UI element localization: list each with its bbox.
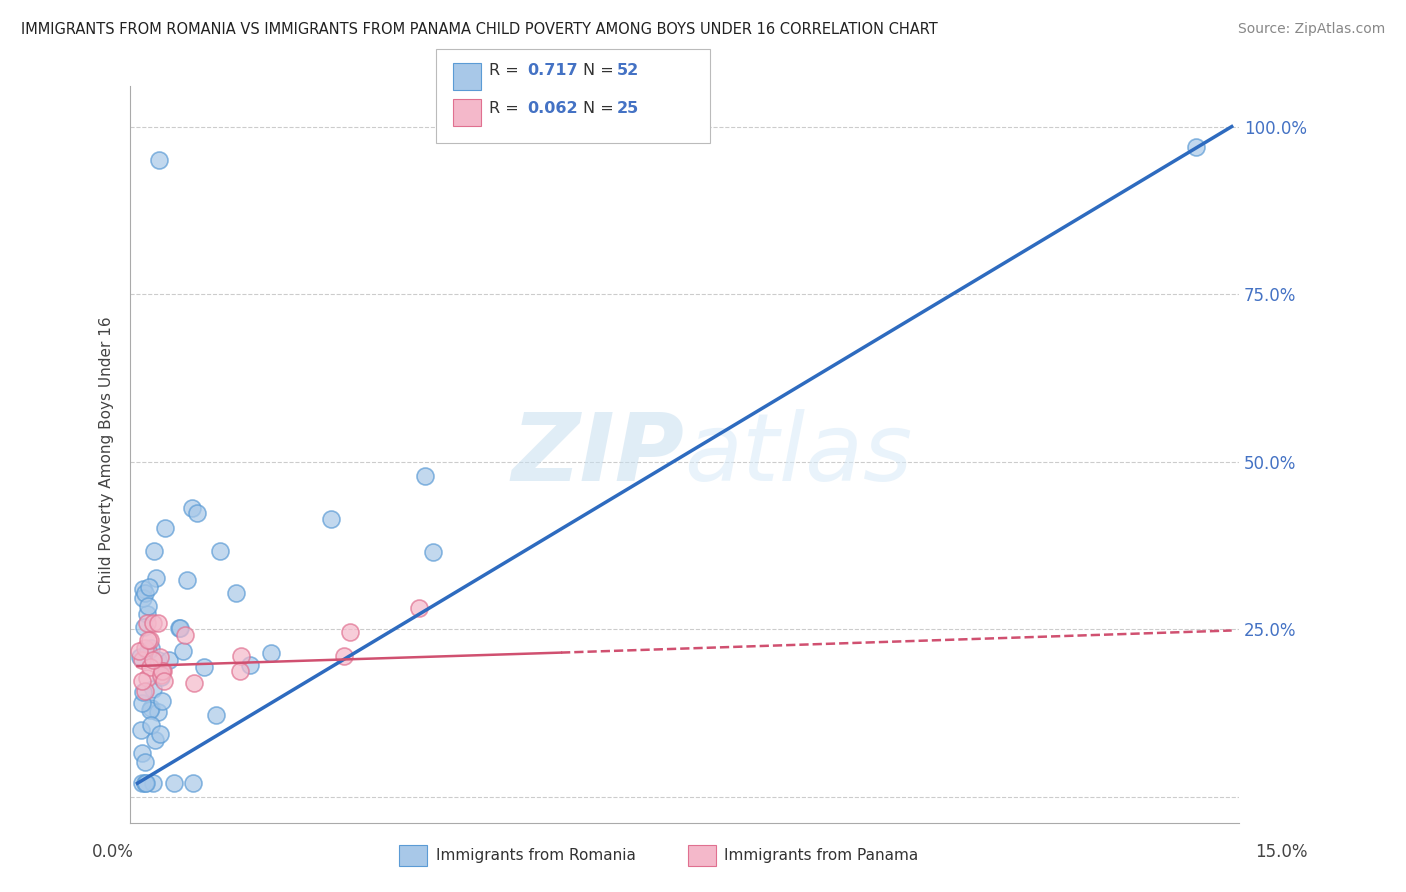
Point: [150, 664, 173, 678]
Point: [134, 776, 156, 790]
Point: [136, 632, 159, 647]
Point: [141, 653, 163, 667]
Point: [239, 657, 262, 672]
Point: [149, 650, 172, 665]
Text: ZIP: ZIP: [512, 409, 685, 501]
Text: 52: 52: [617, 63, 640, 78]
Point: [149, 668, 172, 682]
Point: [131, 653, 153, 667]
Text: N =: N =: [583, 102, 620, 116]
Text: Source: ZipAtlas.com: Source: ZipAtlas.com: [1237, 22, 1385, 37]
Point: [225, 586, 247, 600]
Point: [333, 648, 356, 663]
Point: [193, 660, 215, 674]
Text: 15.0%: 15.0%: [1256, 843, 1308, 861]
Point: [141, 717, 163, 731]
Point: [139, 701, 162, 715]
Point: [139, 660, 162, 674]
Point: [132, 582, 155, 596]
Point: [146, 653, 169, 667]
Point: [260, 646, 283, 660]
Point: [132, 684, 155, 698]
Point: [136, 671, 159, 685]
Point: [204, 707, 226, 722]
Point: [181, 776, 204, 790]
Point: [319, 512, 342, 526]
Point: [422, 545, 444, 559]
Point: [148, 153, 170, 167]
Point: [138, 703, 160, 717]
Point: [142, 776, 165, 790]
Point: [415, 469, 437, 483]
Point: [169, 621, 191, 635]
Text: atlas: atlas: [685, 409, 912, 500]
Point: [146, 615, 169, 630]
Point: [176, 574, 198, 588]
Point: [136, 644, 159, 658]
Point: [157, 653, 180, 667]
Point: [129, 649, 152, 664]
Point: [139, 640, 162, 655]
Point: [134, 585, 156, 599]
Point: [146, 705, 169, 719]
Text: 0.0%: 0.0%: [91, 843, 134, 861]
Point: [135, 776, 157, 790]
Y-axis label: Child Poverty Among Boys Under 16: Child Poverty Among Boys Under 16: [100, 316, 114, 594]
Point: [181, 500, 204, 515]
Point: [131, 776, 153, 790]
Point: [128, 644, 150, 658]
Point: [134, 755, 156, 769]
Point: [209, 544, 232, 558]
Text: IMMIGRANTS FROM ROMANIA VS IMMIGRANTS FROM PANAMA CHILD POVERTY AMONG BOYS UNDER: IMMIGRANTS FROM ROMANIA VS IMMIGRANTS FR…: [21, 22, 938, 37]
Text: 25: 25: [617, 102, 640, 116]
Point: [339, 625, 361, 640]
Point: [142, 682, 165, 697]
Point: [145, 571, 167, 585]
Point: [229, 648, 252, 663]
Point: [153, 674, 176, 689]
Point: [142, 615, 165, 630]
Text: 0.717: 0.717: [527, 63, 578, 78]
Text: 0.062: 0.062: [527, 102, 578, 116]
Point: [149, 670, 172, 684]
Point: [172, 644, 194, 658]
Text: Immigrants from Panama: Immigrants from Panama: [724, 848, 918, 863]
Point: [134, 640, 156, 655]
Text: N =: N =: [583, 63, 620, 78]
Point: [136, 616, 159, 631]
Point: [129, 723, 152, 737]
Point: [132, 591, 155, 605]
Point: [408, 601, 430, 615]
Point: [139, 632, 162, 647]
Point: [131, 746, 153, 760]
Point: [138, 580, 160, 594]
Point: [131, 674, 153, 689]
Point: [135, 607, 157, 621]
Point: [152, 665, 174, 679]
Point: [1185, 139, 1208, 153]
Point: [153, 521, 176, 535]
Text: R =: R =: [489, 102, 524, 116]
Point: [134, 684, 156, 698]
Point: [186, 506, 208, 520]
Point: [132, 620, 155, 634]
Point: [174, 628, 197, 642]
Point: [150, 694, 173, 708]
Point: [229, 665, 252, 679]
Point: [136, 599, 159, 613]
Point: [143, 544, 166, 558]
Point: [149, 727, 172, 741]
Point: [131, 696, 153, 710]
Text: R =: R =: [489, 63, 524, 78]
Point: [145, 733, 167, 747]
Text: Immigrants from Romania: Immigrants from Romania: [436, 848, 636, 863]
Point: [183, 675, 205, 690]
Point: [163, 776, 186, 790]
Point: [169, 621, 191, 635]
